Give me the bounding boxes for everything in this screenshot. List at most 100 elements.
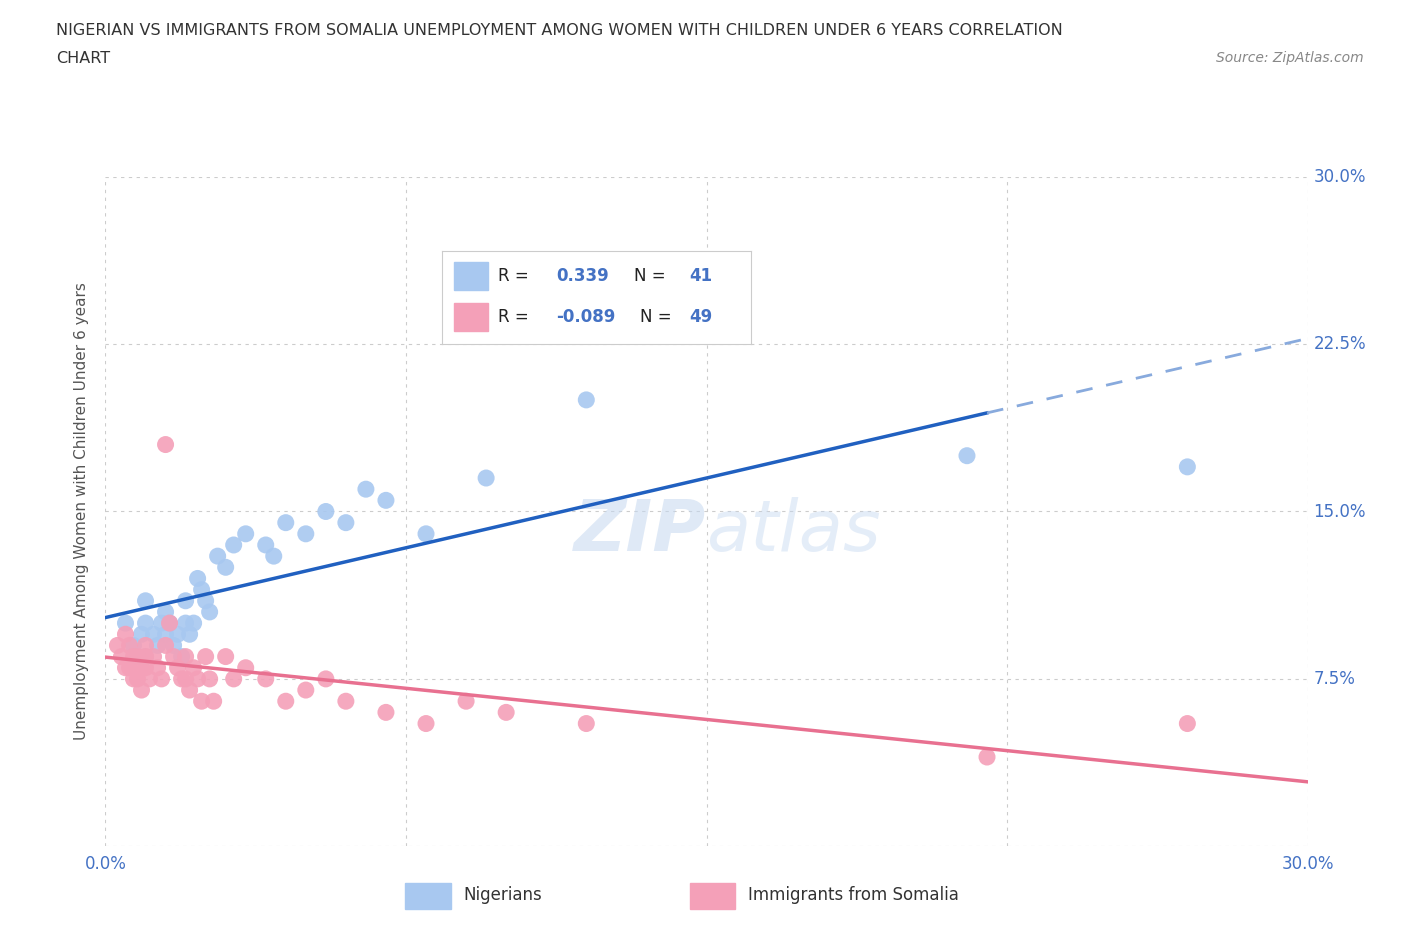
Point xyxy=(135,638,157,653)
Text: ZIP: ZIP xyxy=(574,498,707,566)
Point xyxy=(207,549,229,564)
Point xyxy=(254,538,277,552)
Point xyxy=(179,683,201,698)
Point xyxy=(354,482,377,497)
Point xyxy=(1177,716,1199,731)
Point xyxy=(155,437,177,452)
Point xyxy=(190,582,212,597)
Point xyxy=(118,660,141,675)
Point xyxy=(135,593,157,608)
Text: 30.0%: 30.0% xyxy=(1313,167,1367,186)
Point xyxy=(162,649,184,664)
Point xyxy=(155,604,177,619)
Text: 41: 41 xyxy=(689,267,713,286)
Point xyxy=(575,392,598,407)
Point xyxy=(198,604,221,619)
Point xyxy=(222,538,245,552)
Text: N =: N = xyxy=(640,308,676,326)
Text: 0.339: 0.339 xyxy=(557,267,609,286)
Text: -0.089: -0.089 xyxy=(557,308,616,326)
Point xyxy=(335,694,357,709)
Point xyxy=(174,671,197,686)
Point xyxy=(274,515,297,530)
Point xyxy=(159,616,181,631)
Point xyxy=(159,616,181,631)
Point xyxy=(187,671,209,686)
Point xyxy=(174,649,197,664)
Point xyxy=(122,638,145,653)
Point xyxy=(295,526,318,541)
Point xyxy=(131,683,153,698)
Point xyxy=(174,593,197,608)
Point xyxy=(150,671,173,686)
Point xyxy=(374,493,398,508)
Point xyxy=(135,649,157,664)
Point xyxy=(135,660,157,675)
Point xyxy=(575,716,598,731)
Point xyxy=(956,448,979,463)
Text: Source: ZipAtlas.com: Source: ZipAtlas.com xyxy=(1216,51,1364,65)
Point xyxy=(131,627,153,642)
Point xyxy=(135,616,157,631)
Text: 7.5%: 7.5% xyxy=(1313,670,1355,688)
Point xyxy=(254,671,277,686)
Point xyxy=(122,649,145,664)
Point xyxy=(127,649,149,664)
Text: N =: N = xyxy=(634,267,671,286)
Point xyxy=(190,694,212,709)
Point xyxy=(202,694,225,709)
Point xyxy=(170,671,193,686)
Text: 15.0%: 15.0% xyxy=(1313,502,1367,521)
Point xyxy=(415,526,437,541)
Point xyxy=(127,671,149,686)
Point xyxy=(114,627,136,642)
Point xyxy=(146,660,169,675)
Text: Nigerians: Nigerians xyxy=(464,886,543,904)
Point xyxy=(214,649,236,664)
Point xyxy=(295,683,318,698)
Point xyxy=(976,750,998,764)
Point xyxy=(166,627,188,642)
Point xyxy=(118,638,141,653)
Text: atlas: atlas xyxy=(707,498,882,566)
Point xyxy=(495,705,517,720)
Point xyxy=(183,616,205,631)
Point xyxy=(187,571,209,586)
Point xyxy=(131,660,153,675)
Point xyxy=(415,716,437,731)
Point xyxy=(214,560,236,575)
Point xyxy=(194,593,217,608)
Point xyxy=(454,694,477,709)
Point xyxy=(138,671,160,686)
Point xyxy=(335,515,357,530)
Point xyxy=(110,649,132,664)
Text: NIGERIAN VS IMMIGRANTS FROM SOMALIA UNEMPLOYMENT AMONG WOMEN WITH CHILDREN UNDER: NIGERIAN VS IMMIGRANTS FROM SOMALIA UNEM… xyxy=(56,23,1063,38)
Point xyxy=(475,471,498,485)
Point xyxy=(222,671,245,686)
Point xyxy=(315,671,337,686)
Point xyxy=(235,660,257,675)
Point xyxy=(142,627,165,642)
Point xyxy=(155,627,177,642)
Point xyxy=(198,671,221,686)
Point xyxy=(114,660,136,675)
Point xyxy=(166,660,188,675)
Bar xyxy=(405,883,451,910)
Point xyxy=(122,671,145,686)
Bar xyxy=(690,883,735,910)
Point xyxy=(235,526,257,541)
Point xyxy=(274,694,297,709)
Point xyxy=(107,638,129,653)
Point xyxy=(194,649,217,664)
Point xyxy=(155,638,177,653)
Y-axis label: Unemployment Among Women with Children Under 6 years: Unemployment Among Women with Children U… xyxy=(73,283,89,740)
Point xyxy=(135,649,157,664)
Text: R =: R = xyxy=(498,267,534,286)
Bar xyxy=(454,303,488,331)
Point xyxy=(1177,459,1199,474)
Point xyxy=(170,649,193,664)
Text: R =: R = xyxy=(498,308,534,326)
Point xyxy=(142,649,165,664)
Point xyxy=(174,616,197,631)
Point xyxy=(162,638,184,653)
